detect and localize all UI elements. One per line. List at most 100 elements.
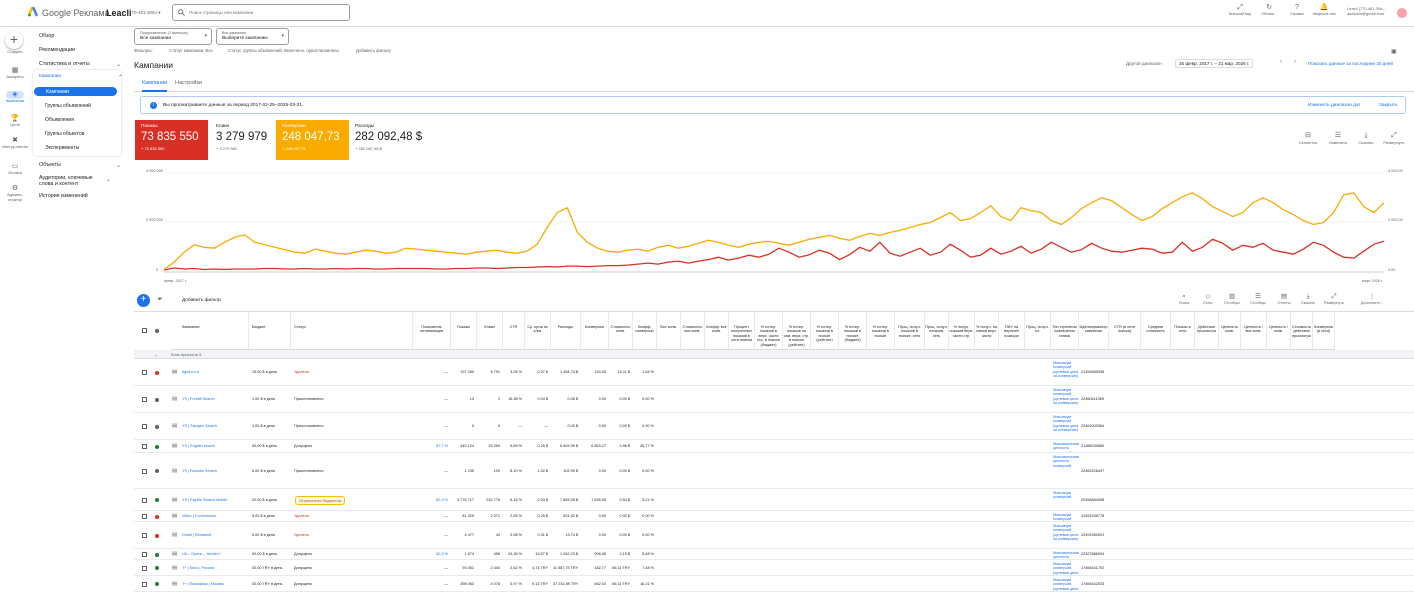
- bid-strategy-link[interactable]: Максимум конверсий: [1053, 513, 1072, 521]
- bid-strategy-link[interactable]: Максимум конверсий (целевая цена за конв…: [1053, 415, 1079, 432]
- row-checkbox[interactable]: [142, 565, 147, 571]
- row-checkbox[interactable]: [142, 497, 147, 503]
- column-header[interactable]: % потер. показов в поиске: [867, 312, 895, 350]
- row-checkbox[interactable]: [142, 397, 147, 402]
- nav-overview[interactable]: Обзор: [39, 33, 55, 39]
- row-checkbox[interactable]: [142, 444, 147, 449]
- account-id[interactable]: 770-461-3064 ▾: [129, 10, 161, 15]
- avatar[interactable]: [1397, 8, 1407, 18]
- refresh-button[interactable]: ↻ Обнови...: [1254, 3, 1284, 16]
- column-header[interactable]: Показатель оптимизации: [413, 312, 451, 350]
- metric-card-cost[interactable]: Расходы 282 092,48 $ + 282 087,48 $: [349, 120, 431, 160]
- nav-sub-adgroups[interactable]: Группы объявлений: [45, 103, 91, 109]
- bid-strategy-link[interactable]: Максимум конверсий: [1053, 491, 1072, 500]
- nav-sub-ads[interactable]: Объявления: [45, 117, 74, 123]
- table-row[interactable]: ▤ Gmail | Remarket 5,00 $ в день Удалена — 4 …: [134, 522, 1414, 549]
- bid-strategy-link[interactable]: Максимум конверсий (целевая цена за конв…: [1053, 524, 1079, 541]
- filter-chip-status[interactable]: Статус кампании: Все: [169, 48, 213, 53]
- column-header[interactable]: % потер. показов в поиске (рейтинг): [811, 312, 839, 350]
- campaign-name-link[interactable]: YS | English search: [182, 444, 216, 448]
- column-header[interactable]: Коэфф. конверсии: [633, 312, 657, 350]
- table-columns2-button[interactable]: ☰ Столбцы: [1246, 293, 1270, 305]
- row-checkbox[interactable]: [142, 514, 147, 519]
- rail-campaigns[interactable]: ◈ Кампании: [5, 91, 25, 103]
- column-header[interactable]: Стоимость действия просмотра: [1291, 312, 1313, 350]
- column-header[interactable]: Статус: [291, 312, 413, 350]
- column-header[interactable]: Стоимость/ все конв.: [681, 312, 705, 350]
- column-header[interactable]: Ценность / все конв.: [1241, 312, 1267, 350]
- table-row[interactable]: ▤ YS | Slangen Search 1,00 $ в день Приоста…: [134, 413, 1414, 440]
- table-row[interactable]: ▤ YS | Forklift Search 1,00 $ в день Приост…: [134, 386, 1414, 413]
- column-header[interactable]: Конверсии: [581, 312, 609, 350]
- date-range-picker[interactable]: 25 февр. 2017 г. – 31 мар. 2026 г.: [1175, 59, 1254, 68]
- add-campaign-button[interactable]: +: [137, 294, 150, 307]
- bid-strategy-link[interactable]: Максимум конверсий (целевая цена за конв…: [1053, 388, 1079, 405]
- metric-card-impressions[interactable]: Показы 73 835 550 + 73 835 550: [135, 120, 208, 160]
- campaign-name-link[interactable]: YS | Forklift Search: [182, 397, 215, 401]
- table-row[interactable]: ▤ dgwt.ru.ru 15,00 $ в день Удалена — 197 260…: [134, 359, 1414, 386]
- bid-strategy-link[interactable]: Максимум конверсий (целевая цена за конв…: [1053, 562, 1079, 575]
- nav-reports[interactable]: Статистика и отчеты ⌄: [39, 61, 121, 68]
- campaign-name-link[interactable]: T+ | Пасифика | Москва: [182, 581, 224, 586]
- table-row[interactable]: ▤ YS | PayMe Search Mobile 20,00 $ в день О…: [134, 489, 1414, 511]
- nav-audiences[interactable]: Аудитории, ключевые слова и контент: [39, 175, 93, 187]
- status-badge[interactable]: Ограничено бюджетом: [295, 496, 346, 505]
- column-header[interactable]: % потер. показов в поиске (бюджет): [839, 312, 867, 350]
- table-search-button[interactable]: ⌕ Поиск: [1172, 293, 1196, 305]
- column-header[interactable]: CTR (в сети поиска): [1109, 312, 1141, 350]
- last-30-days-link[interactable]: Показать данные за последние 30 дней: [1308, 61, 1393, 66]
- save-icon[interactable]: ▣: [1391, 49, 1397, 55]
- budget-cell[interactable]: 30,00 TRY в день: [252, 581, 283, 586]
- budget-cell[interactable]: 5,00 $ в день: [252, 514, 276, 518]
- column-header[interactable]: % получ. на самой верх. части: [975, 312, 999, 350]
- row-checkbox[interactable]: [142, 533, 147, 538]
- column-header[interactable]: Средняя стоимость: [1141, 312, 1171, 350]
- table-segment-button[interactable]: ◇ Сегм.: [1196, 293, 1220, 305]
- table-columns-button[interactable]: ▥ Столбцы: [1220, 293, 1244, 305]
- campaign-name-link[interactable]: YS | Slangen Search: [182, 424, 218, 428]
- filter-chip-adgroup[interactable]: Статус группы объявлений: Включено, прио…: [228, 48, 339, 53]
- column-header[interactable]: Проц. получ. показов в поиске, сети: [895, 312, 925, 350]
- column-header[interactable]: Проц. получ. кл.: [1025, 312, 1051, 350]
- budget-cell[interactable]: 5,00 $ в день: [252, 533, 276, 537]
- tab-settings[interactable]: Настройки: [175, 80, 202, 86]
- budget-cell[interactable]: 20,00 $ в день: [252, 497, 278, 502]
- row-checkbox[interactable]: [142, 468, 147, 474]
- row-checkbox[interactable]: [142, 424, 147, 429]
- column-header[interactable]: Процент полученных показов в сети поиска: [729, 312, 755, 350]
- change-date-range-link[interactable]: Изменить диапазон дат: [1308, 103, 1361, 108]
- banner-close-link[interactable]: Закрыть: [1379, 103, 1398, 108]
- column-header[interactable]: % потер. показов в верх. части стр. в по…: [755, 312, 783, 350]
- table-more-button[interactable]: ⋮ Дополните...: [1360, 293, 1384, 305]
- bid-strategy-link[interactable]: Максимум конверсий (целевая цена за конв…: [1053, 361, 1079, 378]
- column-header[interactable]: Клики: [477, 312, 503, 350]
- create-button[interactable]: +: [5, 31, 23, 49]
- select-all-checkbox[interactable]: [142, 328, 147, 333]
- budget-cell[interactable]: 50,00 $ в день: [252, 552, 278, 556]
- budget-cell[interactable]: 1,00 $ в день: [252, 424, 276, 428]
- budget-cell[interactable]: 30,00 TRY в день: [252, 565, 283, 570]
- table-row[interactable]: ▤ T+ | Sirus | Россия 30,00 TRY в день Допу…: [134, 560, 1414, 576]
- view-dropdown[interactable]: Представление (2 фильтра) Все кампании ▾: [134, 28, 212, 45]
- column-header[interactable]: Идентификатор кампании: [1079, 312, 1109, 350]
- bid-strategy-link[interactable]: Максимальная ценность конверсий: [1053, 455, 1079, 468]
- nav-sub-experiments[interactable]: Эксперименты: [45, 145, 80, 151]
- bid-strategy-link[interactable]: Максимальная ценность конверсий: [1053, 551, 1079, 559]
- row-checkbox[interactable]: [142, 370, 147, 375]
- budget-cell[interactable]: 30,00 $ в день: [252, 444, 278, 448]
- add-filter-link[interactable]: Добавить фильтр: [356, 48, 391, 53]
- nav-assets[interactable]: Объекты ⌄: [39, 162, 121, 169]
- table-row[interactable]: ▤ Video | Conversions 5,00 $ в день Удалена…: [134, 511, 1414, 522]
- column-header[interactable]: Проц. получ. показов, сеть: [925, 312, 949, 350]
- budget-cell[interactable]: 6,00 $ в день: [252, 468, 276, 473]
- campaign-name-link[interactable]: UA – Opera – Yandex?: [182, 552, 221, 556]
- campaign-name-link[interactable]: dgwt.ru.ru: [182, 370, 199, 374]
- table-row[interactable]: ▤ YS | Russian Search 6,00 $ в день Приоста…: [134, 453, 1414, 489]
- column-header[interactable]: CTR: [503, 312, 525, 350]
- adjust-button[interactable]: ☰ Изменить: [1324, 132, 1352, 145]
- table-expand-button[interactable]: ⤢ Развернуть: [1323, 293, 1345, 305]
- campaign-name-link[interactable]: Gmail | Remarket: [182, 533, 212, 537]
- column-header[interactable]: Конверсии (в сети): [1313, 312, 1335, 350]
- add-filter-button[interactable]: Добавить фильтр: [182, 298, 221, 303]
- bid-strategy-link[interactable]: Максимальная ценность конверсий (целевая…: [1053, 442, 1079, 452]
